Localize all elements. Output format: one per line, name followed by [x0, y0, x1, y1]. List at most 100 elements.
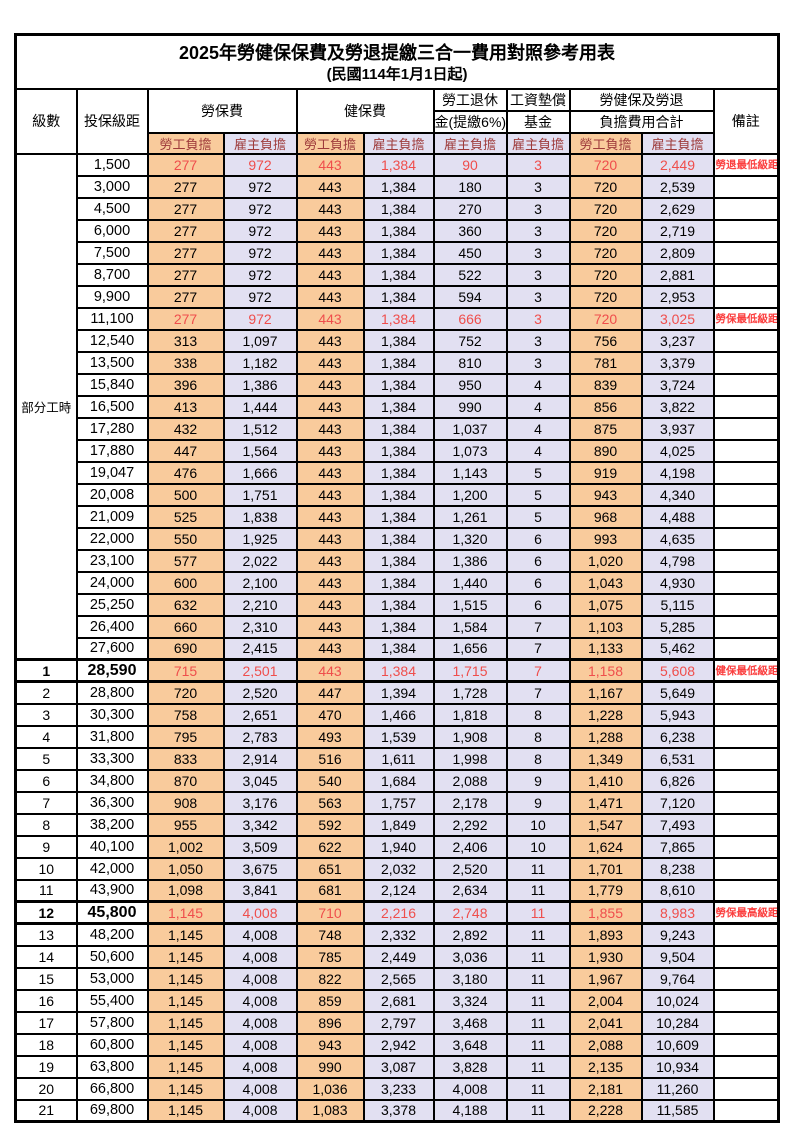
value-cell: 1,584: [432, 614, 508, 639]
value-cell: 1,145: [146, 922, 225, 947]
value-cell: 6,238: [640, 724, 715, 749]
table-row: 21,009 525 1,838 443 1,384 1,261 5 968 4,488: [16, 504, 780, 529]
value-cell: 720: [568, 240, 643, 265]
value-cell: 7: [505, 614, 571, 639]
value-cell: 1,145: [146, 966, 225, 991]
value-cell: 896: [295, 1010, 365, 1035]
value-cell: 540: [295, 768, 365, 793]
subheader-health-employer: 雇主負擔: [362, 131, 435, 155]
table-row: 6,000 277 972 443 1,384 360 3 720 2,719: [16, 218, 780, 243]
value-cell: 396: [146, 372, 225, 397]
remark-cell: 勞保最高級距: [712, 900, 780, 925]
bracket-cell: 42,000: [75, 856, 149, 881]
bracket-cell: 7,500: [75, 240, 149, 265]
value-cell: 11: [505, 1010, 571, 1035]
level-cell: 11: [14, 878, 78, 903]
bracket-cell: 6,000: [75, 218, 149, 243]
bracket-cell: 20,008: [75, 482, 149, 507]
table-row: 2 28,800 720 2,520 447 1,394 1,728 7 1,167 5,649: [14, 680, 780, 705]
remark-cell: [712, 394, 780, 419]
value-cell: 2,310: [222, 614, 298, 639]
value-cell: 1,701: [568, 856, 643, 881]
value-cell: 8: [505, 724, 571, 749]
remark-cell: [712, 680, 780, 705]
value-cell: 856: [568, 394, 643, 419]
table-row: 19,047 476 1,666 443 1,384 1,143 5 919 4,198: [16, 460, 780, 485]
value-cell: 5,462: [640, 636, 715, 661]
table-row: 26,400 660 2,310 443 1,384 1,584 7 1,103 5,285: [16, 614, 780, 639]
value-cell: 2,032: [362, 856, 435, 881]
value-cell: 443: [295, 614, 365, 639]
value-cell: 1,512: [222, 416, 298, 441]
bracket-cell: 9,900: [75, 284, 149, 309]
page-subtitle: (民國114年1月1日起): [326, 65, 468, 83]
value-cell: 443: [295, 438, 365, 463]
remark-cell: [712, 196, 780, 221]
value-cell: 720: [568, 262, 643, 287]
value-cell: 1,036: [295, 1076, 365, 1101]
value-cell: 1,043: [568, 570, 643, 595]
remark-cell: [712, 570, 780, 595]
value-cell: 1,050: [146, 856, 225, 881]
value-cell: 1,320: [432, 526, 508, 551]
table-row: 8 38,200 955 3,342 592 1,849 2,292 10 1,547 7,493: [14, 812, 780, 837]
value-cell: 968: [568, 504, 643, 529]
value-cell: 6,531: [640, 746, 715, 771]
bracket-cell: 55,400: [75, 988, 149, 1013]
bracket-cell: 16,500: [75, 394, 149, 419]
value-cell: 5: [505, 482, 571, 507]
remark-cell: [712, 262, 780, 287]
value-cell: 720: [146, 680, 225, 705]
remark-cell: [712, 504, 780, 529]
value-cell: 1,384: [362, 152, 435, 177]
value-cell: 1,849: [362, 812, 435, 837]
subheader-row: 勞工負擔 雇主負擔 勞工負擔 雇主負擔 雇主負擔 雇主負擔 勞工負擔 雇主負擔: [16, 131, 779, 155]
value-cell: 4,008: [432, 1076, 508, 1101]
remark-cell: [712, 878, 780, 903]
value-cell: 822: [295, 966, 365, 991]
value-cell: 2,651: [222, 702, 298, 727]
remark-cell: [712, 922, 780, 947]
value-cell: 1,998: [432, 746, 508, 771]
subheader-health-employee: 勞工負擔: [295, 131, 365, 155]
value-cell: 443: [295, 548, 365, 573]
value-cell: 5,608: [640, 658, 715, 683]
value-cell: 2,520: [222, 680, 298, 705]
col-header-total-line1: 勞健保及勞退: [568, 87, 715, 112]
remark-cell: [712, 812, 780, 837]
value-cell: 720: [568, 152, 643, 177]
bracket-cell: 38,200: [75, 812, 149, 837]
value-cell: 1,386: [432, 548, 508, 573]
value-cell: 1,386: [222, 372, 298, 397]
value-cell: 2,748: [432, 900, 508, 925]
bracket-cell: 17,880: [75, 438, 149, 463]
header-group-row-1: 級數 投保級距 勞保費 健保費 勞工退休 工資墊償 勞健保及勞退 備註: [14, 87, 780, 155]
level-cell: 7: [14, 790, 78, 815]
value-cell: 11: [505, 900, 571, 925]
value-cell: 11: [505, 966, 571, 991]
value-cell: 1,384: [362, 482, 435, 507]
value-cell: 493: [295, 724, 365, 749]
value-cell: 6,826: [640, 768, 715, 793]
bracket-cell: 15,840: [75, 372, 149, 397]
value-cell: 1,384: [362, 592, 435, 617]
value-cell: 1,384: [362, 394, 435, 419]
level-cell: 14: [14, 944, 78, 969]
value-cell: 2,501: [222, 658, 298, 683]
level-cell: 12: [14, 900, 78, 925]
value-cell: 592: [295, 812, 365, 837]
bracket-cell: 8,700: [75, 262, 149, 287]
col-header-total-line2: 負擔費用合計: [568, 109, 715, 134]
value-cell: 4,008: [222, 1098, 298, 1123]
value-cell: 972: [222, 196, 298, 221]
value-cell: 1,097: [222, 328, 298, 353]
table-row: 12,540 313 1,097 443 1,384 752 3 756 3,237: [16, 328, 780, 353]
remark-cell: [712, 438, 780, 463]
value-cell: 7: [505, 636, 571, 661]
remark-cell: 勞保最低級距: [712, 306, 780, 331]
value-cell: 2,332: [362, 922, 435, 947]
value-cell: 11: [505, 988, 571, 1013]
remark-cell: [712, 1054, 780, 1079]
value-cell: 4,930: [640, 570, 715, 595]
bracket-cell: 25,250: [75, 592, 149, 617]
